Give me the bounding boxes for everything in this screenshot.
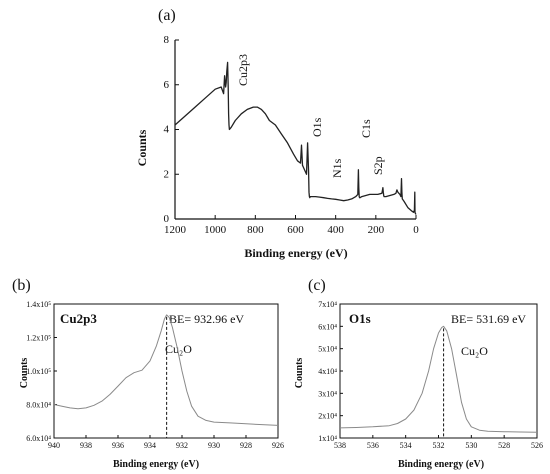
spectrum-line	[174, 61, 417, 215]
y-tick-label: 8	[164, 34, 170, 46]
y-tick-label: 1.4x10⁵	[26, 300, 51, 309]
x-tick-label: 600	[287, 224, 304, 236]
x-tick-label: 800	[247, 224, 264, 236]
spectrum-title-cu2p3: Cu2p3	[60, 311, 97, 326]
x-tick-label: 932	[176, 441, 188, 450]
x-tick-label: 538	[334, 441, 346, 450]
peak-label-o1s: O1s	[310, 117, 324, 137]
y-tick-label: 2	[164, 168, 170, 180]
panel-label-a: (a)	[158, 7, 176, 24]
x-axis-label-b: Binding energy (eV)	[113, 459, 199, 470]
spectrum-line	[339, 325, 538, 433]
y-tick-label: 2x10⁴	[318, 412, 337, 421]
phase-label-b: Cu₂O	[165, 342, 192, 356]
y-tick-label: 7x10⁴	[318, 300, 337, 309]
spectrum-title-o1s: O1s	[349, 311, 371, 326]
x-tick-label: 938	[80, 441, 92, 450]
phase-label-c: Cu₂O	[461, 344, 488, 358]
x-tick-label: 928	[240, 441, 252, 450]
x-tick-label: 528	[498, 441, 510, 450]
spectrum-line	[53, 314, 279, 426]
y-tick-label: 6x10⁴	[318, 322, 337, 331]
peak-label-n1s: N1s	[330, 158, 344, 178]
x-tick-label: 930	[208, 441, 220, 450]
panel-label-b: (b)	[12, 277, 31, 294]
y-tick-label: 8.0x10⁴	[26, 401, 51, 410]
y-axis-label-b: Counts	[19, 358, 30, 389]
x-tick-label: 940	[48, 441, 60, 450]
y-axis-label-a: Counts	[135, 129, 149, 166]
y-tick-label: 4	[164, 124, 170, 136]
x-axis-label-c: Binding energy (eV)	[398, 459, 484, 470]
y-axis-label-c: Counts	[294, 358, 305, 389]
y-tick-label: 6	[164, 79, 170, 91]
x-tick-label: 200	[368, 224, 385, 236]
cu2p3-spectrum-panel: (b) Counts Binding energy (eV) Cu2p3 BE=…	[12, 277, 284, 470]
x-tick-label: 934	[144, 441, 156, 450]
y-tick-label: 1x10⁴	[318, 434, 337, 443]
x-tick-label: 532	[433, 441, 445, 450]
binding-energy-value-b: BE= 932.96 eV	[169, 312, 244, 326]
x-tick-label: 1000	[204, 224, 227, 236]
binding-energy-value-c: BE= 531.69 eV	[451, 312, 526, 326]
peak-label-s2p: S2p	[371, 156, 385, 175]
y-tick-label: 1.2x10⁵	[26, 334, 51, 343]
x-tick-label: 1200	[164, 224, 187, 236]
y-tick-label: 5x10⁴	[318, 345, 337, 354]
x-axis-label-a: Binding energy (eV)	[244, 246, 347, 260]
x-tick-label: 926	[272, 441, 284, 450]
x-tick-label: 0	[413, 224, 419, 236]
survey-spectrum-panel: (a) Counts Binding energy (eV) Cu2p3 O1s…	[135, 7, 419, 260]
y-tick-label: 6.0x10⁴	[26, 434, 51, 443]
x-tick-label: 400	[327, 224, 344, 236]
x-tick-label: 530	[465, 441, 477, 450]
x-tick-label: 536	[367, 441, 379, 450]
y-tick-label: 4x10⁴	[318, 367, 337, 376]
x-tick-label: 526	[531, 441, 543, 450]
y-tick-label: 0	[164, 213, 170, 225]
x-tick-label: 534	[400, 441, 412, 450]
x-tick-label: 936	[112, 441, 124, 450]
y-tick-label: 3x10⁴	[318, 389, 337, 398]
o1s-spectrum-panel: (c) Counts Binding energy (eV) O1s BE= 5…	[294, 277, 543, 470]
panel-label-c: (c)	[308, 277, 326, 294]
peak-label-cu2p3: Cu2p3	[236, 54, 250, 86]
y-tick-label: 1.0x10⁵	[26, 367, 51, 376]
peak-label-c1s: C1s	[359, 119, 373, 138]
